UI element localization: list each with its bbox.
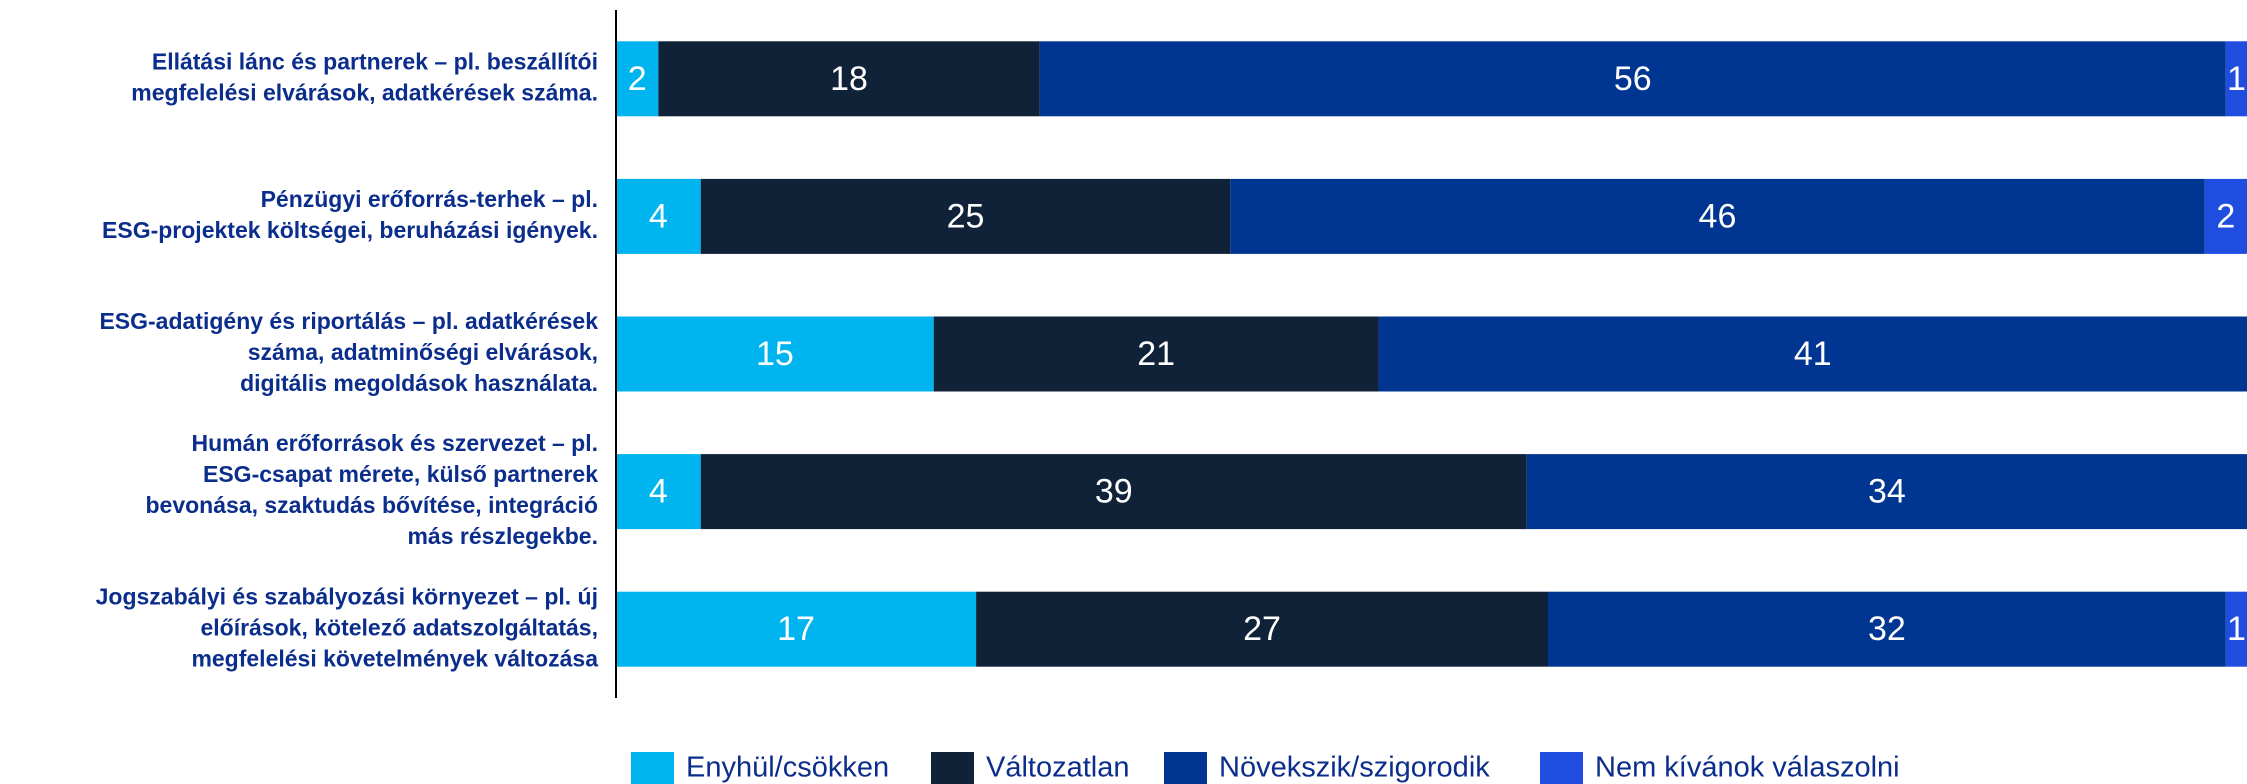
bar-segment xyxy=(933,316,1379,392)
category-label: más részlegekbe. xyxy=(407,523,598,549)
value-label: 15 xyxy=(756,335,794,373)
value-label: 18 xyxy=(830,60,868,98)
bar-segment xyxy=(976,591,1548,667)
bar-segment xyxy=(658,41,1040,117)
value-label: 2 xyxy=(628,60,647,98)
bar-segment xyxy=(700,178,1231,254)
bar-segment xyxy=(2225,41,2247,117)
bar-segment xyxy=(616,316,934,392)
bar-segment xyxy=(1548,591,2226,667)
value-label: 4 xyxy=(649,197,668,235)
bar-segment xyxy=(616,41,659,117)
bar-segment xyxy=(2225,591,2247,667)
category-label: megfelelési követelmények változása xyxy=(191,645,598,671)
category-label: bevonása, szaktudás bővítése, integráció xyxy=(146,492,599,518)
bar-segment xyxy=(1378,316,2247,392)
value-label: 1 xyxy=(2227,60,2246,98)
legend-label: Növekszik/szigorodik xyxy=(1219,752,1490,784)
value-label: 32 xyxy=(1868,610,1906,648)
value-label: 25 xyxy=(947,197,985,235)
bar-segment xyxy=(1526,454,2247,530)
bar-segment xyxy=(1230,178,2205,254)
legend-label: Változatlan xyxy=(986,752,1130,784)
category-label: ESG-adatigény és riportálás – pl. adatké… xyxy=(99,308,598,334)
legend-swatch xyxy=(931,752,974,784)
category-label: digitális megoldások használata. xyxy=(240,370,598,396)
category-label: megfelelési elvárások, adatkérések száma… xyxy=(131,79,598,105)
category-label: ESG-csapat mérete, külső partnerek xyxy=(203,461,598,487)
category-label: ESG-projektek költségei, beruházási igén… xyxy=(102,217,598,243)
category-label: Ellátási lánc és partnerek – pl. beszáll… xyxy=(152,48,598,74)
bar-segment xyxy=(616,454,701,530)
value-label: 17 xyxy=(777,610,815,648)
legend-label: Enyhül/csökken xyxy=(686,752,889,784)
bar-segment xyxy=(616,178,701,254)
category-label: Humán erőforrások és szervezet – pl. xyxy=(192,430,599,456)
legend-swatch xyxy=(1540,752,1583,784)
category-label: Pénzügyi erőforrás-terhek – pl. xyxy=(261,186,598,212)
value-label: 41 xyxy=(1794,335,1832,373)
value-label: 56 xyxy=(1614,60,1652,98)
legend-swatch xyxy=(1164,752,1207,784)
bar-segment xyxy=(616,591,977,667)
bar-segment xyxy=(2204,178,2247,254)
value-label: 39 xyxy=(1095,473,1133,511)
value-label: 2 xyxy=(2216,197,2235,235)
value-label: 21 xyxy=(1137,335,1175,373)
value-label: 27 xyxy=(1243,610,1281,648)
category-label: Jogszabályi és szabályozási környezet – … xyxy=(96,583,598,609)
legend-label: Nem kívánok válaszolni xyxy=(1595,752,1900,784)
bar-segment xyxy=(1039,41,2226,117)
value-label: 34 xyxy=(1868,473,1906,511)
category-label: száma, adatminőségi elvárások, xyxy=(248,339,598,365)
value-label: 4 xyxy=(649,473,668,511)
bar-segment xyxy=(700,454,1527,530)
legend-swatch xyxy=(631,752,674,784)
value-label: 46 xyxy=(1699,197,1737,235)
value-label: 1 xyxy=(2227,610,2246,648)
category-label: előírások, kötelező adatszolgáltatás, xyxy=(200,614,598,640)
